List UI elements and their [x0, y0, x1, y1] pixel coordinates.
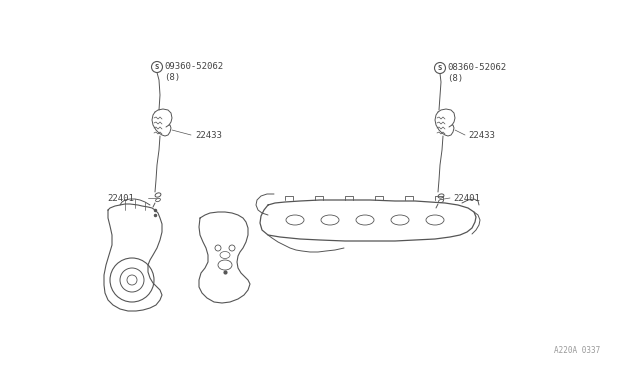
Text: S: S — [438, 65, 442, 71]
Text: 22401: 22401 — [107, 193, 134, 202]
Text: S: S — [155, 64, 159, 70]
Text: 08360-52062: 08360-52062 — [447, 62, 506, 71]
Text: 22401: 22401 — [453, 193, 480, 202]
Text: A220A 0337: A220A 0337 — [554, 346, 600, 355]
Text: (8): (8) — [447, 74, 463, 83]
Text: 22433: 22433 — [195, 131, 222, 140]
Text: (8): (8) — [164, 73, 180, 81]
Text: 09360-52062: 09360-52062 — [164, 61, 223, 71]
Text: 22433: 22433 — [468, 131, 495, 140]
